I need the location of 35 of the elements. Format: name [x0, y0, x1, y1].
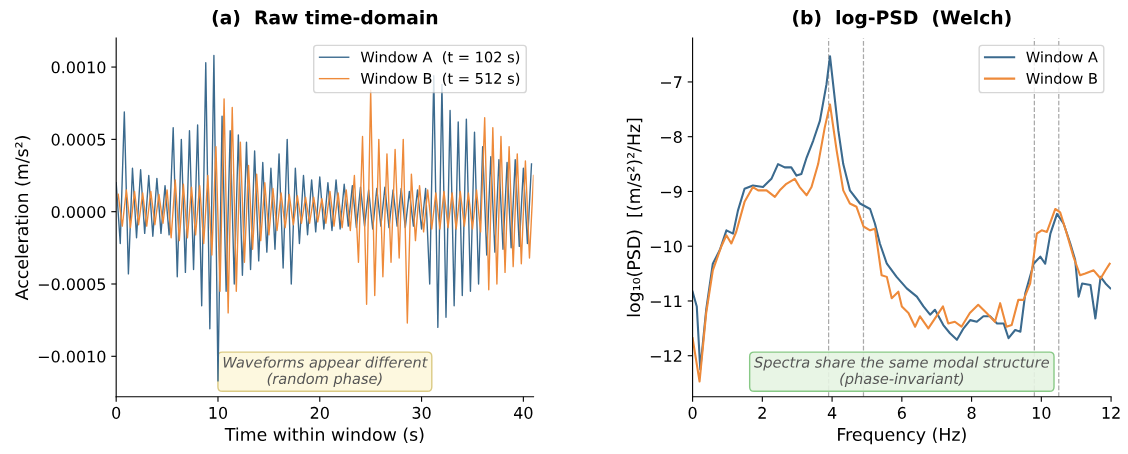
x-tick-label: 12: [1102, 406, 1120, 419]
x-tick-label: 20: [310, 406, 329, 419]
x-tick-label: 6: [897, 406, 906, 419]
x-tick-label: 4: [827, 407, 837, 419]
x-tick-label: 40: [513, 406, 533, 419]
y-tick-label: −8: [661, 130, 682, 143]
y-tick-label: 0.0010: [51, 61, 106, 74]
y-tick-label: −0.0010: [38, 350, 106, 363]
x-tick-label: 10: [209, 406, 228, 419]
x-tick-label: 10: [1032, 406, 1051, 419]
legend-label: Window A (t = 102 s): [360, 51, 520, 65]
x-axis-title: Frequency (Hz): [838, 427, 966, 445]
y-axis-title: log₁₀(PSD) [(m/s²)²/Hz]: [626, 118, 644, 317]
x-tick-label: 8: [967, 406, 976, 419]
y-tick-label: −9: [661, 185, 682, 198]
annotation: Waveforms appear different (random phase): [223, 356, 428, 387]
annotation: Spectra share the same modal structure (phase-invariant): [754, 356, 1049, 387]
y-tick-label: −7: [661, 76, 682, 89]
legend-label: Window B (t = 512 s): [360, 72, 520, 86]
y-axis-title: Acceleration (m/s²): [14, 136, 31, 301]
legend-label: Window B: [1026, 72, 1097, 84]
y-tick-label: −0.0005: [38, 278, 106, 291]
y-tick-label: 0.0005: [51, 133, 106, 146]
y-tick-label: −10: [650, 240, 682, 253]
y-tick-label: 0.0000: [51, 205, 106, 218]
y-tick-label: −11: [650, 295, 682, 308]
x-axis-title: Time within window (s): [224, 427, 424, 444]
x-tick-label: 2: [758, 406, 766, 419]
y-tick-label: −12: [650, 349, 682, 362]
x-tick-label: 0: [112, 406, 121, 419]
chart-title: (a) Raw time-domain: [212, 10, 438, 27]
x-tick-label: 0: [688, 406, 697, 419]
chart-title: (b) log-PSD (Welch): [793, 10, 1011, 29]
legend-label: Window A: [1026, 51, 1098, 63]
x-tick-label: 30: [412, 406, 431, 419]
